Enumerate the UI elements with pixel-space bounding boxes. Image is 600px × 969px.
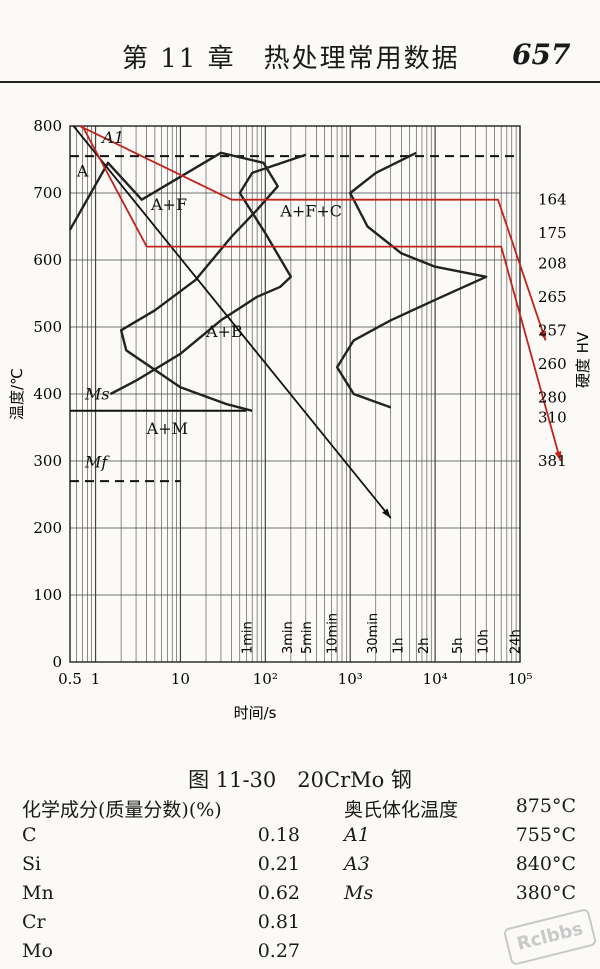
x-tick-label: 0.5 (58, 670, 82, 688)
region-label: Ms (84, 384, 110, 403)
series-start (68, 151, 279, 412)
y-tick-label: 600 (33, 251, 62, 269)
chapter-title: 第 11 章 热处理常用数据 (122, 44, 460, 74)
hardness-label: 265 (538, 288, 567, 306)
hardness-label: 257 (538, 321, 567, 339)
austenitizing-row: A3 840°C (344, 853, 576, 875)
austenitizing-row: Ms 380°C (344, 882, 576, 904)
page-number: 657 (512, 38, 571, 71)
x-tick-label: 10² (253, 670, 278, 688)
y-tick-label: 0 (52, 653, 62, 671)
time-mark-label: 1h (391, 637, 406, 654)
hardness-label: 175 (538, 224, 567, 242)
hardness-label: 260 (538, 355, 567, 373)
watermark-stamp: Rclbbs (502, 907, 598, 967)
x-tick-label: 1 (91, 670, 101, 688)
y-axis-title: 温度/℃ (8, 368, 26, 420)
x-tick-label: 10 (171, 670, 190, 688)
composition-row: C 0.18 (22, 824, 300, 846)
time-mark-label: 3min (281, 621, 296, 654)
region-label: Mf (84, 453, 110, 472)
x-tick-label: 10⁴ (423, 670, 448, 688)
time-mark-label: 2h (417, 637, 432, 654)
arrowhead (554, 451, 562, 461)
series-cooling-red-2 (81, 125, 562, 462)
page-header: 第 11 章 热处理常用数据 657 (0, 0, 600, 83)
arrowhead (539, 330, 546, 341)
time-mark-label: 5h (451, 637, 466, 654)
y2-axis-title: 硬度 HV (574, 331, 592, 388)
composition-row: Cr 0.81 (22, 911, 300, 933)
x-tick-label: 10⁵ (507, 670, 532, 688)
y-tick-label: 500 (33, 318, 62, 336)
region-label: A+B (205, 322, 243, 341)
cct-diagram: 0 100 200 300 400 500 600 700 800 0.5 1 10 10² 10³ 10⁴… (8, 117, 592, 720)
y-tick-label: 300 (33, 452, 62, 470)
region-label: A+F+C (279, 201, 342, 220)
hardness-label: 310 (538, 408, 567, 426)
series-cooling-black (72, 125, 392, 519)
arrowhead (382, 508, 391, 518)
time-mark-label: 24h (509, 629, 524, 654)
series-cooling-red-1 (79, 125, 547, 341)
y-tick-label: 200 (33, 519, 62, 537)
austenitizing-row: 奥氏体化温度 875°C (344, 795, 576, 821)
time-mark-label: 10h (476, 629, 491, 654)
figure-caption: 图 11-30 20CrMo 钢 (188, 768, 412, 792)
composition-title: 化学成分(质量分数)(%) (22, 799, 222, 821)
y-tick-label: 700 (33, 184, 62, 202)
hardness-label: 381 (538, 452, 567, 470)
region-label: A+M (146, 419, 188, 438)
hardness-label: 164 (538, 191, 567, 209)
series-finish (109, 153, 307, 396)
region-label: A1 (100, 128, 124, 147)
plot-frame (69, 125, 521, 663)
header-rule (0, 81, 600, 83)
composition-row: Si 0.21 (22, 853, 300, 875)
x-axis-title: 时间/s (234, 704, 277, 720)
series-start-right (335, 151, 488, 409)
x-tick-label: 10³ (338, 670, 363, 688)
austenitizing-table: 奥氏体化温度 875°C A1 755°C A3 840°C Ms 380°C (344, 795, 584, 911)
hardness-label: 208 (538, 254, 567, 272)
y-tick-label: 800 (33, 117, 62, 135)
y-tick-label: 400 (33, 385, 62, 403)
hardness-label: 280 (538, 388, 567, 406)
time-mark-label: 1min (240, 621, 255, 654)
composition-row: Mn 0.62 (22, 882, 300, 904)
composition-row: Mo 0.27 (22, 940, 300, 962)
time-mark-label: 10min (325, 613, 340, 654)
austenitizing-row: A1 755°C (344, 824, 576, 846)
region-label: A (76, 161, 89, 180)
time-mark-label: 30min (366, 613, 381, 654)
time-mark-label: 5min (300, 621, 315, 654)
composition-table: 化学成分(质量分数)(%) C 0.18 Si 0.21 Mn 0.62 Cr … (22, 795, 322, 969)
region-label: A+F (150, 195, 187, 214)
y-tick-label: 100 (33, 586, 62, 604)
